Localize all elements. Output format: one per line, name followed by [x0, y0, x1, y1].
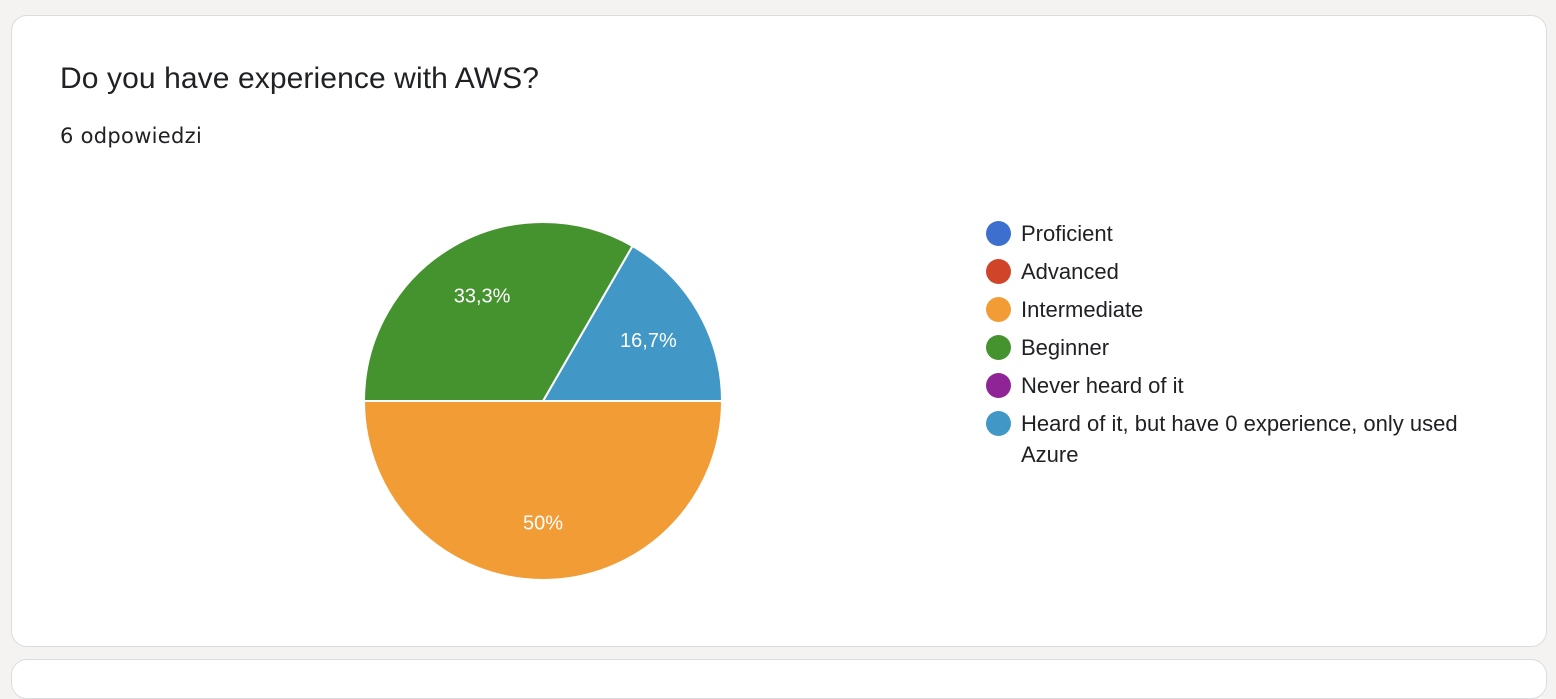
legend-item[interactable]: Beginner: [986, 332, 1466, 363]
pie-slice-intermediate[interactable]: [362, 400, 724, 581]
question-title: Do you have experience with AWS?: [60, 62, 540, 95]
legend-swatch: [986, 297, 1011, 322]
next-question-card: [11, 659, 1547, 699]
response-count: 6 odpowiedzi: [60, 124, 203, 148]
question-card: Do you have experience with AWS? 6 odpow…: [11, 15, 1547, 647]
legend-swatch: [986, 411, 1011, 436]
slice-percent-label: 33,3%: [454, 286, 511, 308]
pie-slice-heard-of-it-but-have-0-experience-only-used-azure[interactable]: [541, 244, 724, 402]
legend-swatch: [986, 259, 1011, 284]
legend-label: Beginner: [1021, 335, 1110, 360]
chart-legend: Proficient Advanced Intermediate Beginner Ne…: [986, 218, 1466, 477]
slice-percent-label: 50%: [523, 513, 563, 535]
legend-label: Intermediate: [1021, 297, 1144, 322]
legend-swatch: [986, 221, 1011, 246]
slice-percent-label: 16,7%: [620, 330, 677, 352]
legend-item[interactable]: Advanced: [986, 256, 1466, 287]
legend-item[interactable]: Never heard of it: [986, 370, 1466, 401]
legend-item[interactable]: Intermediate: [986, 294, 1466, 325]
legend-label: Heard of it, but have 0 experience, only…: [1021, 411, 1458, 467]
pie-chart: 16,7% 33,3% 50%: [362, 221, 724, 581]
pie-slice-beginner[interactable]: [362, 221, 634, 402]
legend-label: Proficient: [1021, 221, 1113, 246]
legend-label: Never heard of it: [1021, 373, 1184, 398]
legend-item[interactable]: Heard of it, but have 0 experience, only…: [986, 408, 1466, 470]
legend-label: Advanced: [1021, 259, 1119, 284]
legend-swatch: [986, 335, 1011, 360]
legend-swatch: [986, 373, 1011, 398]
legend-item[interactable]: Proficient: [986, 218, 1466, 249]
